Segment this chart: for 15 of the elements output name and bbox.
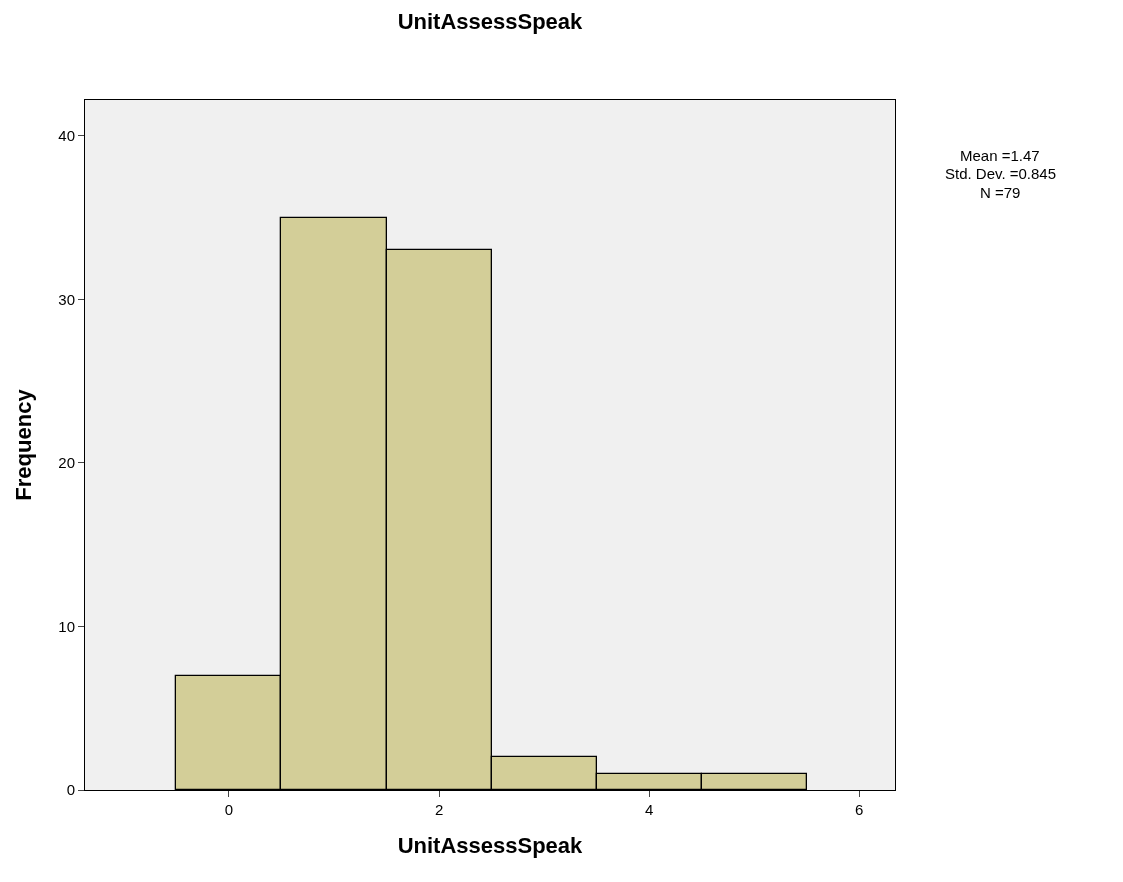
y-tick-label: 40 [58,127,75,145]
y-tick-label: 30 [58,290,75,308]
text: N =79 [980,184,1021,201]
text: Mean =1.47 [960,147,1040,164]
x-tick-label: 4 [644,801,654,818]
x-tick-label: 0 [224,801,234,818]
x-tick-label: 6 [855,801,864,818]
x-tick-label: 2 [434,801,444,818]
y-axis-title: Frequency [11,388,37,501]
y-tick-label: 10 [58,617,75,635]
y-tick-label: 20 [58,454,75,472]
y-tick-label: 0 [66,781,75,799]
chart-title: UnitAssessSpeak [397,8,584,34]
x-axis-title: UnitAssessSpeak [397,832,584,858]
text: Std. Dev. =0.845 [945,165,1057,182]
